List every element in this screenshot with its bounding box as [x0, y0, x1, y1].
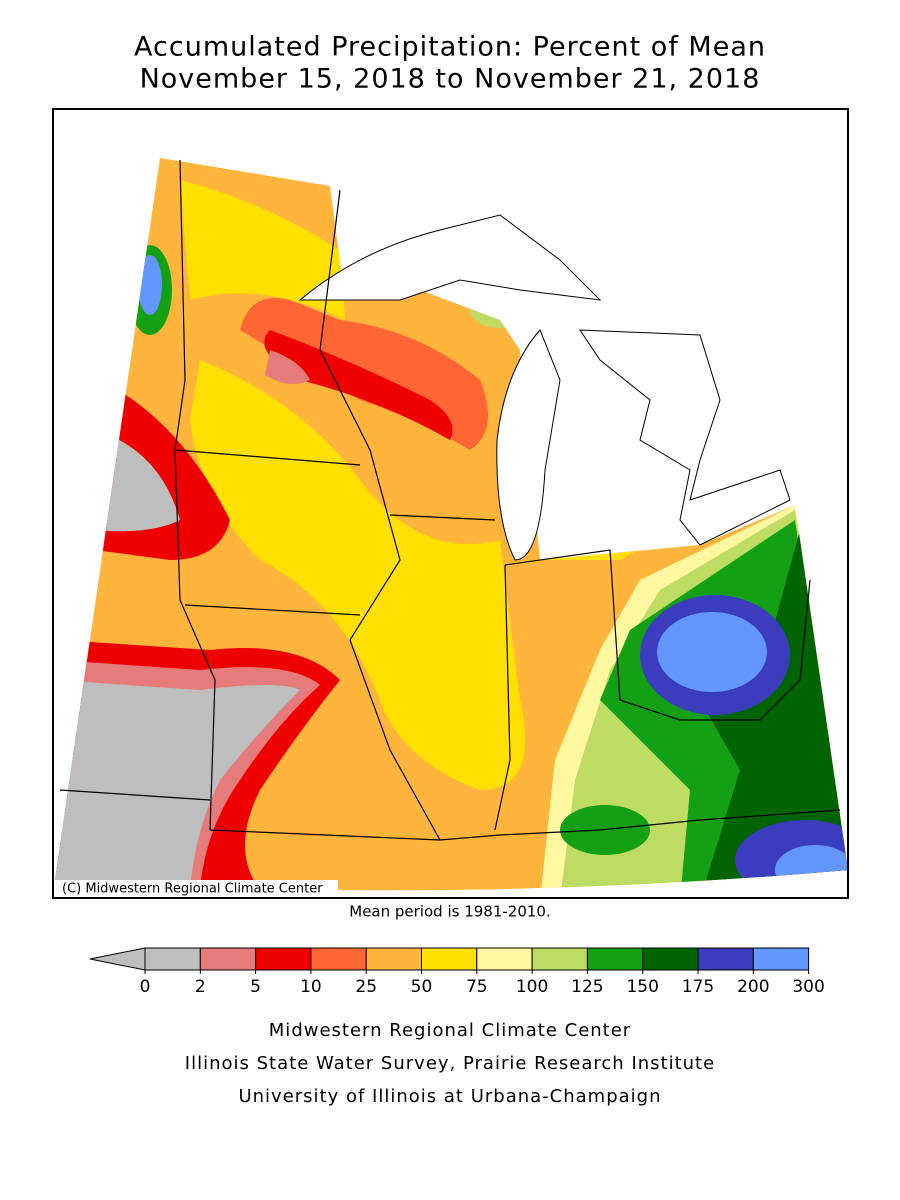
border [174, 159, 216, 831]
legend-box [255, 947, 312, 971]
map-frame [52, 108, 849, 899]
credit: (C) Midwestern Regional Climate Center [62, 882, 323, 897]
legend-tick-label: 50 [411, 977, 433, 997]
legend: 0 2 5 10 25 50 75 100 125 150 175 200 300 [89, 947, 825, 997]
border [59, 449, 441, 841]
legend-tick-label: 75 [466, 977, 488, 997]
footer-line: Illinois State Water Survey, Prairie Res… [185, 1053, 715, 1074]
legend-box [586, 947, 644, 971]
border [389, 514, 811, 831]
title-line: Accumulated Precipitation: Percent of Me… [134, 32, 766, 63]
lake [298, 214, 602, 301]
footer-line: University of Illinois at Urbana-Champai… [238, 1086, 661, 1107]
region [657, 612, 767, 692]
legend-tick-label: 5 [250, 977, 261, 997]
legend-tick-label: 175 [682, 977, 714, 997]
region [264, 330, 453, 440]
legend-box [642, 947, 699, 971]
legend-extend [89, 947, 146, 971]
legend-tick-label: 100 [516, 977, 548, 997]
note: Mean period is 1981-2010. [349, 903, 550, 921]
legend-tick-label: 0 [140, 977, 151, 997]
region [180, 180, 345, 320]
region [190, 360, 525, 790]
borders [59, 159, 841, 841]
lakes [298, 214, 791, 561]
credit-box [55, 880, 338, 897]
legend-tick-label: 200 [737, 977, 769, 997]
lake [496, 329, 561, 561]
region [700, 530, 848, 891]
lake [579, 329, 791, 546]
legend-tick-label: 2 [195, 977, 206, 997]
legend-box [421, 947, 478, 971]
legend-tick-label: 150 [626, 977, 658, 997]
border [319, 189, 841, 841]
legend-box [697, 947, 754, 971]
legend-box [199, 947, 257, 971]
region [470, 292, 530, 328]
region [265, 350, 310, 384]
legend-tick-label: 300 [792, 977, 824, 997]
legend-tick-label: 125 [571, 977, 603, 997]
legend-box [144, 947, 201, 971]
region [55, 680, 300, 890]
legend-box [365, 947, 423, 971]
legend-box [476, 947, 533, 971]
footer-line: Midwestern Regional Climate Center [269, 1020, 631, 1041]
title-line: November 15, 2018 to November 21, 2018 [140, 64, 761, 95]
legend-tick-label: 25 [355, 977, 377, 997]
region [138, 255, 162, 315]
legend-box [752, 947, 810, 971]
legend-box [531, 947, 588, 971]
legend-tick-label: 10 [300, 977, 322, 997]
region [775, 845, 848, 891]
legend-box [310, 947, 367, 971]
